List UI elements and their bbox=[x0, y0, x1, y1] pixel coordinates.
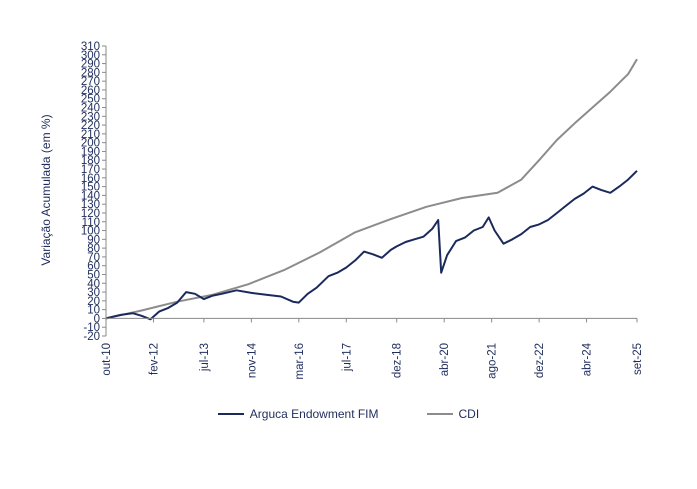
x-tick-label: jul-17 bbox=[341, 343, 353, 372]
y-tick-label: 120 bbox=[81, 208, 100, 220]
y-tick-label: -10 bbox=[83, 322, 100, 334]
y-tick-label: 140 bbox=[81, 190, 100, 202]
x-tick-label: mar-16 bbox=[294, 343, 306, 379]
x-tick-label: nov-14 bbox=[246, 342, 258, 378]
y-tick-label: 90 bbox=[87, 234, 100, 246]
x-tick-label: set-25 bbox=[632, 343, 644, 375]
legend: Arguca Endowment FIM CDI bbox=[0, 404, 697, 424]
y-tick-label: 300 bbox=[81, 50, 100, 62]
legend-label-cdi: CDI bbox=[458, 407, 480, 421]
y-tick-label: 310 bbox=[81, 41, 100, 53]
y-tick-label: 80 bbox=[87, 243, 100, 255]
y-tick-label: 250 bbox=[81, 94, 100, 106]
y-axis-ticks: -20-100102030405060708090100110120130140… bbox=[81, 41, 106, 343]
y-tick-label: 60 bbox=[87, 261, 100, 273]
legend-label-arguca: Arguca Endowment FIM bbox=[249, 407, 379, 421]
y-tick-label: 110 bbox=[82, 217, 100, 229]
y-tick-label: 30 bbox=[87, 287, 100, 299]
y-tick-label: 40 bbox=[87, 278, 100, 290]
x-tick-label: abr-24 bbox=[582, 342, 594, 376]
y-tick-label: 130 bbox=[81, 199, 100, 211]
x-tick-label: abr-20 bbox=[439, 343, 451, 376]
legend-swatch-arguca bbox=[217, 413, 244, 415]
x-tick-label: out-10 bbox=[101, 343, 113, 376]
y-tick-label: 190 bbox=[81, 146, 100, 158]
y-tick-label: -20 bbox=[83, 331, 100, 343]
legend-swatch-cdi bbox=[426, 413, 453, 415]
y-tick-label: 180 bbox=[81, 155, 100, 167]
series-layer bbox=[105, 58, 638, 321]
y-tick-label: 280 bbox=[81, 67, 100, 79]
y-tick-label: 170 bbox=[81, 164, 100, 176]
y-tick-label: 270 bbox=[81, 76, 100, 88]
y-tick-label: 50 bbox=[87, 269, 100, 281]
y-tick-label: 260 bbox=[81, 85, 100, 97]
y-tick-label: 20 bbox=[87, 296, 100, 308]
y-axis-label: Variação Acumulada (em %) bbox=[39, 114, 53, 265]
x-tick-label: fev-12 bbox=[148, 343, 160, 375]
y-tick-label: 240 bbox=[81, 103, 100, 115]
legend-item-cdi: CDI bbox=[426, 407, 480, 421]
y-tick-label: 200 bbox=[81, 138, 100, 150]
series-line-arguca bbox=[105, 170, 638, 321]
y-tick-label: 220 bbox=[81, 120, 100, 132]
y-tick-label: 160 bbox=[81, 173, 100, 185]
y-tick-label: 210 bbox=[81, 129, 100, 141]
y-tick-label: 0 bbox=[94, 313, 100, 325]
x-tick-label: jul-13 bbox=[199, 343, 211, 372]
y-tick-label: 150 bbox=[81, 182, 100, 194]
y-tick-label: 10 bbox=[87, 305, 100, 317]
x-tick-label: ago-21 bbox=[487, 343, 499, 379]
y-tick-label: 290 bbox=[81, 59, 100, 71]
legend-item-arguca: Arguca Endowment FIM bbox=[217, 407, 379, 421]
x-tick-label: dez-22 bbox=[534, 343, 546, 378]
x-tick-label: dez-18 bbox=[392, 343, 404, 378]
y-tick-label: 100 bbox=[81, 226, 100, 238]
y-tick-label: 230 bbox=[81, 111, 100, 123]
series-line-cdi bbox=[105, 58, 638, 320]
y-tick-label: 70 bbox=[87, 252, 100, 264]
x-axis-ticks: out-10 fev-12 jul-13 nov-14 mar-16 jul-17 dez-… bbox=[101, 318, 644, 379]
